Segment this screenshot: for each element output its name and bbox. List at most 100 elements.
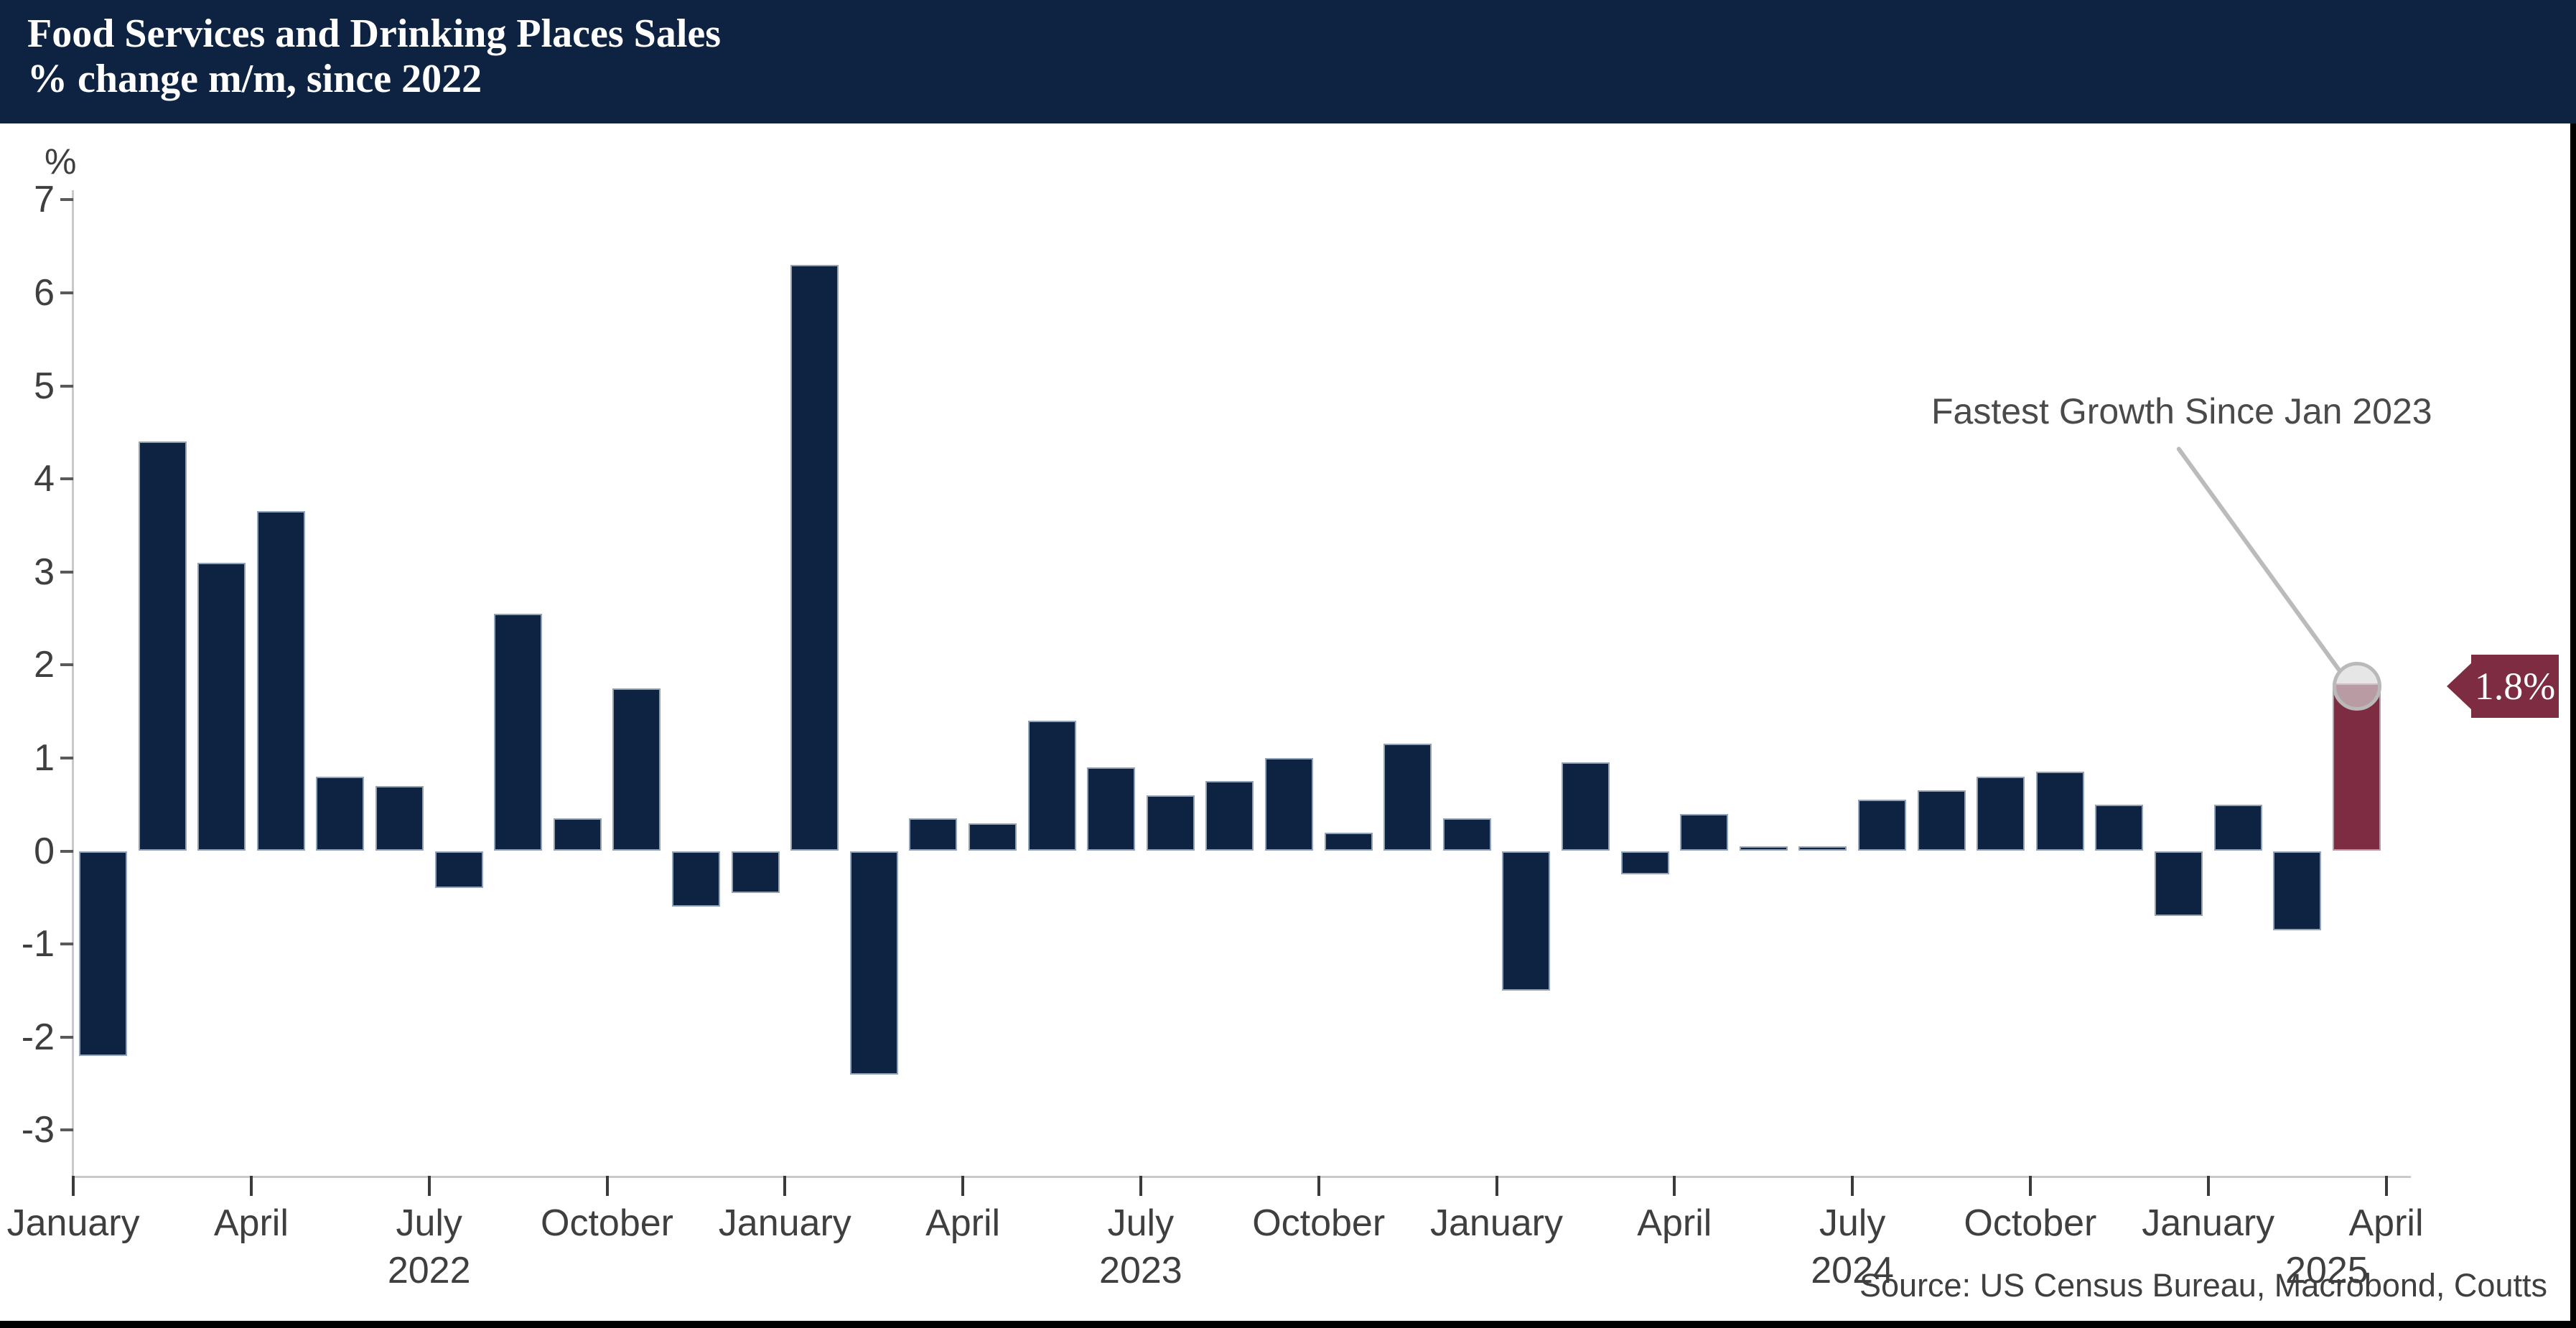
x-tick-dash bbox=[2384, 1176, 2388, 1196]
y-tick-dash bbox=[60, 477, 73, 481]
x-tick-dash bbox=[2206, 1176, 2210, 1196]
bar-feb-2024 bbox=[1561, 762, 1610, 851]
bar-apr-2023 bbox=[968, 823, 1017, 851]
callout-arrow-icon bbox=[2447, 662, 2473, 711]
bar-sep-2023 bbox=[1264, 757, 1313, 851]
y-tick-label: -3 bbox=[21, 1109, 55, 1151]
bar-feb-2023 bbox=[849, 851, 898, 1075]
x-tick-label: April bbox=[925, 1202, 1001, 1244]
bar-nov-2023 bbox=[1383, 744, 1432, 851]
x-tick-label: January bbox=[1430, 1202, 1563, 1244]
bar-may-2022 bbox=[316, 776, 365, 851]
x-axis-year-label: 2022 bbox=[387, 1250, 471, 1291]
bar-feb-2022 bbox=[138, 441, 187, 851]
chart-subtitle: % change m/m, since 2022 bbox=[27, 57, 482, 101]
x-tick-label: July bbox=[1819, 1202, 1886, 1244]
x-tick-label: April bbox=[213, 1202, 289, 1244]
x-tick-label: January bbox=[2142, 1202, 2275, 1244]
y-tick-label: 5 bbox=[34, 365, 55, 407]
x-tick-dash bbox=[427, 1176, 431, 1196]
x-tick-label: October bbox=[541, 1202, 673, 1244]
x-tick-label: January bbox=[718, 1202, 851, 1244]
y-tick-label: 2 bbox=[34, 644, 55, 686]
y-tick-dash bbox=[60, 198, 73, 202]
bar-sep-2024 bbox=[1977, 776, 2025, 851]
bar-mar-2024 bbox=[1620, 851, 1669, 874]
x-tick-dash bbox=[1495, 1176, 1498, 1196]
bar-aug-2022 bbox=[494, 614, 543, 851]
bottom-edge-strip bbox=[0, 1321, 2576, 1328]
x-tick-label: October bbox=[1964, 1202, 2097, 1244]
x-tick-label: April bbox=[2348, 1202, 2424, 1244]
y-tick-label: 1 bbox=[34, 737, 55, 779]
x-tick-dash bbox=[249, 1176, 253, 1196]
bar-oct-2023 bbox=[1324, 832, 1373, 851]
bar-apr-2022 bbox=[256, 511, 305, 851]
x-axis-year-label: 2025 bbox=[2285, 1250, 2369, 1291]
bar-nov-2022 bbox=[671, 851, 720, 907]
y-tick-label: -1 bbox=[21, 923, 55, 965]
bar-aug-2024 bbox=[1917, 790, 1966, 851]
bar-jan-2025 bbox=[2213, 804, 2262, 851]
bar-jun-2022 bbox=[375, 785, 424, 851]
y-axis-line bbox=[72, 190, 74, 1189]
y-tick-label: -2 bbox=[21, 1016, 55, 1058]
y-tick-label: 7 bbox=[34, 179, 55, 221]
bar-nov-2024 bbox=[2095, 804, 2144, 851]
y-tick-dash bbox=[60, 663, 73, 667]
x-tick-dash bbox=[1317, 1176, 1320, 1196]
bar-jun-2023 bbox=[1087, 767, 1136, 851]
bar-may-2024 bbox=[1739, 846, 1788, 851]
bar-jul-2023 bbox=[1146, 795, 1195, 851]
bar-jan-2023 bbox=[790, 265, 839, 851]
x-tick-dash bbox=[961, 1176, 965, 1196]
bar-dec-2024 bbox=[2154, 851, 2203, 917]
bar-jan-2022 bbox=[78, 851, 127, 1056]
callout-value-badge: 1.8% bbox=[2471, 655, 2559, 718]
x-tick-label: January bbox=[6, 1202, 140, 1244]
x-tick-dash bbox=[605, 1176, 609, 1196]
y-tick-label: 4 bbox=[34, 458, 55, 500]
x-tick-label: April bbox=[1637, 1202, 1712, 1244]
y-tick-dash bbox=[60, 1128, 73, 1132]
bar-sep-2022 bbox=[553, 818, 602, 851]
x-tick-dash bbox=[1139, 1176, 1142, 1196]
source-attribution: Source: US Census Bureau, Macrobond, Cou… bbox=[1859, 1267, 2547, 1304]
y-tick-dash bbox=[60, 943, 73, 946]
x-tick-dash bbox=[1673, 1176, 1676, 1196]
bar-mar-2023 bbox=[909, 818, 958, 851]
y-tick-dash bbox=[60, 849, 73, 853]
bar-dec-2023 bbox=[1442, 818, 1491, 851]
chart-header: Food Services and Drinking Places Sales … bbox=[0, 0, 2576, 123]
y-tick-label: 6 bbox=[34, 271, 55, 314]
x-axis-year-label: 2023 bbox=[1099, 1250, 1182, 1291]
bar-jul-2022 bbox=[434, 851, 483, 889]
x-tick-dash bbox=[72, 1176, 75, 1196]
y-tick-dash bbox=[60, 756, 73, 759]
bar-dec-2022 bbox=[731, 851, 780, 893]
right-edge-strip bbox=[2570, 123, 2576, 1328]
bar-aug-2023 bbox=[1205, 781, 1254, 851]
bar-feb-2025 bbox=[2273, 851, 2322, 930]
annotation-label: Fastest Growth Since Jan 2023 bbox=[1931, 391, 2432, 431]
y-tick-dash bbox=[60, 291, 73, 294]
y-tick-dash bbox=[60, 384, 73, 388]
bar-oct-2024 bbox=[2035, 772, 2084, 851]
bar-jul-2024 bbox=[1857, 800, 1906, 851]
y-tick-label: 0 bbox=[34, 830, 55, 872]
y-tick-dash bbox=[60, 570, 73, 574]
bar-jun-2024 bbox=[1798, 846, 1847, 851]
bar-mar-2022 bbox=[197, 562, 246, 851]
bar-jan-2024 bbox=[1502, 851, 1551, 991]
x-tick-dash bbox=[783, 1176, 787, 1196]
bar-may-2023 bbox=[1027, 721, 1076, 851]
y-axis-unit-label: % bbox=[45, 141, 77, 182]
annotation-connector-line bbox=[2175, 446, 2343, 673]
chart-title: Food Services and Drinking Places Sales bbox=[27, 11, 722, 56]
x-tick-dash bbox=[2028, 1176, 2032, 1196]
x-tick-label: July bbox=[396, 1202, 462, 1244]
y-tick-label: 3 bbox=[34, 551, 55, 593]
bar-apr-2024 bbox=[1680, 813, 1729, 851]
highlight-marker-circle bbox=[2333, 662, 2381, 711]
x-axis-year-label: 2024 bbox=[1811, 1250, 1894, 1291]
